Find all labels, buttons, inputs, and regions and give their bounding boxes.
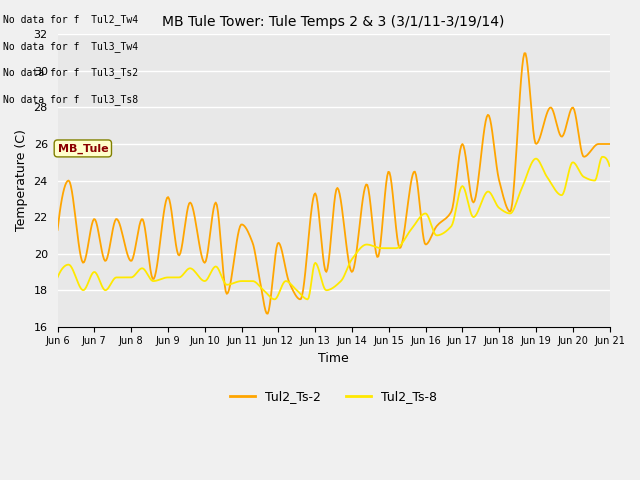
Legend: Tul2_Ts-2, Tul2_Ts-8: Tul2_Ts-2, Tul2_Ts-8: [225, 385, 442, 408]
Y-axis label: Temperature (C): Temperature (C): [15, 130, 28, 231]
Tul2_Ts-2: [317, 231, 324, 237]
Tul2_Ts-8: [605, 163, 613, 169]
Tul2_Ts-8: [317, 274, 324, 280]
Tul2_Ts-2: [605, 141, 613, 147]
Text: MB_Tule: MB_Tule: [58, 144, 108, 154]
Tul2_Ts-8: [353, 249, 361, 255]
Text: No data for f  Tul3_Tw4: No data for f Tul3_Tw4: [3, 41, 138, 52]
Title: MB Tule Tower: Tule Temps 2 & 3 (3/1/11-3/19/14): MB Tule Tower: Tule Temps 2 & 3 (3/1/11-…: [163, 15, 505, 29]
Tul2_Ts-2: [264, 311, 271, 316]
Tul2_Ts-2: [353, 242, 361, 248]
Text: No data for f  Tul2_Tw4: No data for f Tul2_Tw4: [3, 14, 138, 25]
Tul2_Ts-8: [593, 171, 601, 177]
Tul2_Ts-2: [595, 141, 602, 147]
Tul2_Ts-2: [508, 207, 515, 213]
Tul2_Ts-8: [599, 154, 607, 160]
Tul2_Ts-8: [383, 245, 391, 251]
Tul2_Ts-8: [320, 285, 328, 290]
Line: Tul2_Ts-8: Tul2_Ts-8: [58, 157, 609, 300]
Tul2_Ts-8: [508, 210, 515, 216]
X-axis label: Time: Time: [318, 352, 349, 365]
Tul2_Ts-2: [383, 173, 391, 179]
Tul2_Ts-2: [520, 50, 528, 56]
Tul2_Ts-8: [304, 297, 312, 302]
Text: No data for f  Tul3_Ts2: No data for f Tul3_Ts2: [3, 67, 138, 78]
Tul2_Ts-8: [54, 275, 61, 280]
Tul2_Ts-2: [320, 262, 328, 268]
Tul2_Ts-2: [54, 227, 61, 233]
Line: Tul2_Ts-2: Tul2_Ts-2: [58, 53, 609, 313]
Text: No data for f  Tul3_Ts8: No data for f Tul3_Ts8: [3, 94, 138, 105]
